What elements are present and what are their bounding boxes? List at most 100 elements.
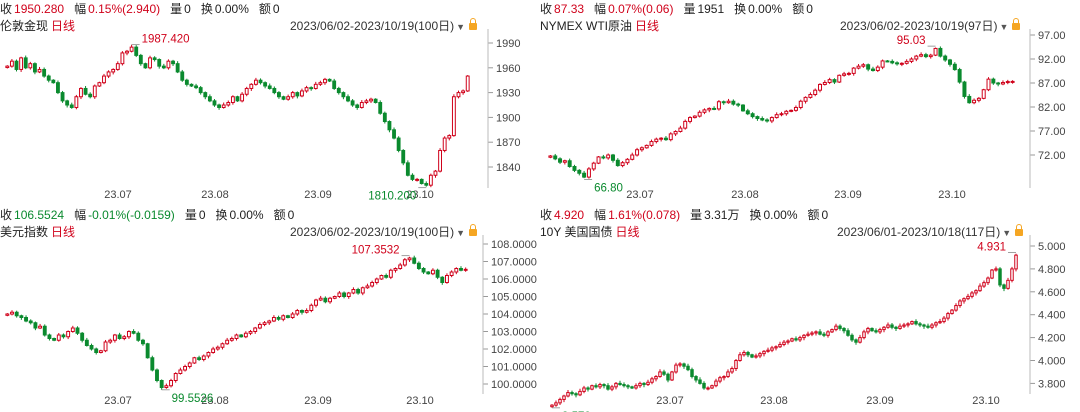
candle	[991, 77, 996, 85]
candle	[244, 86, 249, 97]
candle	[914, 54, 919, 62]
candle	[714, 378, 718, 388]
candle	[958, 299, 962, 308]
x-tick-label: 23.10	[938, 189, 966, 201]
lock-icon[interactable]	[1012, 18, 1021, 30]
candle	[166, 59, 171, 70]
candle	[919, 52, 924, 58]
candle	[111, 68, 116, 75]
change-field: 幅 1.61%(0.078)	[594, 208, 685, 222]
candle	[419, 178, 424, 185]
candle	[870, 66, 875, 72]
close-value: 4.920	[554, 208, 585, 222]
candle	[986, 77, 991, 92]
candle	[451, 94, 456, 137]
candle	[346, 291, 351, 299]
x-tick-label: 23.08	[201, 395, 229, 407]
candle	[42, 324, 47, 337]
candle	[184, 78, 189, 87]
candle	[630, 385, 634, 390]
dropdown-caret-icon[interactable]: ▼	[1002, 228, 1012, 238]
candle	[234, 333, 239, 341]
candle	[1000, 80, 1005, 86]
candle	[710, 384, 714, 390]
candle	[762, 350, 766, 357]
candle	[360, 286, 365, 296]
y-tick-label: 4.600	[1038, 287, 1066, 299]
candle	[970, 290, 974, 299]
candle	[694, 375, 698, 383]
lock-icon[interactable]	[469, 18, 478, 30]
candle	[435, 268, 440, 280]
dropdown-caret-icon[interactable]: ▼	[999, 22, 1009, 32]
close-label: 收	[0, 208, 13, 222]
candle	[143, 62, 148, 69]
chart-panel-us10y[interactable]: 收 4.920 幅 1.61%(0.078) 量 3.31万换 0.00% 额 0 10Y 美国国…	[540, 206, 1080, 412]
x-tick-label: 23.09	[834, 189, 862, 201]
y-tick-label: 77.00	[1038, 126, 1066, 138]
candle	[570, 390, 574, 396]
high-label: 1987.420	[142, 34, 190, 46]
chart-panel-wti[interactable]: 收 87.33 幅 0.07%(0.06) 量 1951 换 0.00% 额 0 NYMEX WTI…	[540, 0, 1080, 207]
candle	[51, 79, 56, 84]
volume-label: 量	[170, 2, 183, 16]
period-label[interactable]: 日线	[635, 19, 660, 33]
date-range-selector[interactable]: 2023/06/02-2023/10/19(97日) ▼	[840, 17, 1021, 36]
candle	[635, 147, 640, 157]
close-value: 87.33	[554, 2, 585, 16]
candle	[822, 332, 826, 338]
candle	[38, 323, 43, 330]
candle	[558, 157, 563, 165]
instrument-name: NYMEX WTI原油	[540, 19, 632, 33]
candle	[842, 71, 847, 77]
date-range-selector[interactable]: 2023/06/02-2023/10/19(100日) ▼	[290, 17, 478, 36]
chart-panel-gold[interactable]: 收 1950.280 幅 0.15%(2.940) 量 0 换 0.00% 额 0 伦敦金现 日线 20…	[0, 0, 541, 207]
amount-value: 0	[821, 208, 829, 222]
candle	[370, 280, 375, 288]
date-range-selector[interactable]: 2023/06/01-2023/10/18(117日) ▼	[837, 223, 1024, 242]
candle	[459, 266, 463, 272]
lock-icon[interactable]	[469, 224, 478, 236]
candle	[670, 370, 674, 382]
candle	[663, 136, 668, 141]
candle	[1010, 80, 1015, 84]
candle	[80, 332, 85, 343]
low-label: 66.80	[594, 182, 623, 194]
close-value: 106.5524	[14, 208, 65, 222]
candle	[698, 377, 702, 385]
candle	[818, 83, 823, 93]
candle	[428, 173, 433, 188]
candle	[966, 293, 970, 301]
candle	[120, 51, 125, 66]
candle	[173, 372, 178, 383]
candle	[904, 59, 909, 65]
x-tick-label: 23.07	[626, 189, 654, 201]
period-label[interactable]: 日线	[51, 225, 76, 239]
candle	[239, 334, 244, 338]
candle	[808, 92, 813, 99]
candle	[336, 86, 341, 95]
dropdown-caret-icon[interactable]: ▼	[456, 22, 466, 32]
candle	[1014, 253, 1018, 272]
y-tick-label: 106.0000	[491, 274, 537, 286]
candle	[822, 80, 827, 86]
chart-panel-dxy[interactable]: 收 106.5524 幅 -0.01%(-0.0159) 量 0 换 0.00% 额 0 美元指数日…	[0, 206, 541, 412]
candle	[690, 367, 694, 379]
change-field: 幅 0.07%(0.06)	[594, 2, 678, 16]
candle	[707, 107, 712, 113]
lock-icon[interactable]	[1015, 224, 1024, 236]
candle	[562, 159, 567, 165]
candle	[136, 331, 141, 342]
period-label[interactable]: 日线	[615, 225, 640, 239]
close-field: 收 4.920	[540, 208, 589, 222]
candle	[327, 78, 332, 83]
candle	[415, 177, 419, 182]
dropdown-caret-icon[interactable]: ▼	[456, 228, 466, 238]
date-range-selector[interactable]: 2023/06/02-2023/10/19(100日) ▼	[290, 223, 478, 242]
period-label[interactable]: 日线	[51, 19, 76, 33]
candle	[178, 367, 183, 375]
instrument-name-row: 10Y 美国国债 日线 2023/06/01-2023/10/18(117日) ▼	[540, 223, 1080, 241]
candle	[187, 361, 192, 369]
candle	[758, 351, 762, 359]
